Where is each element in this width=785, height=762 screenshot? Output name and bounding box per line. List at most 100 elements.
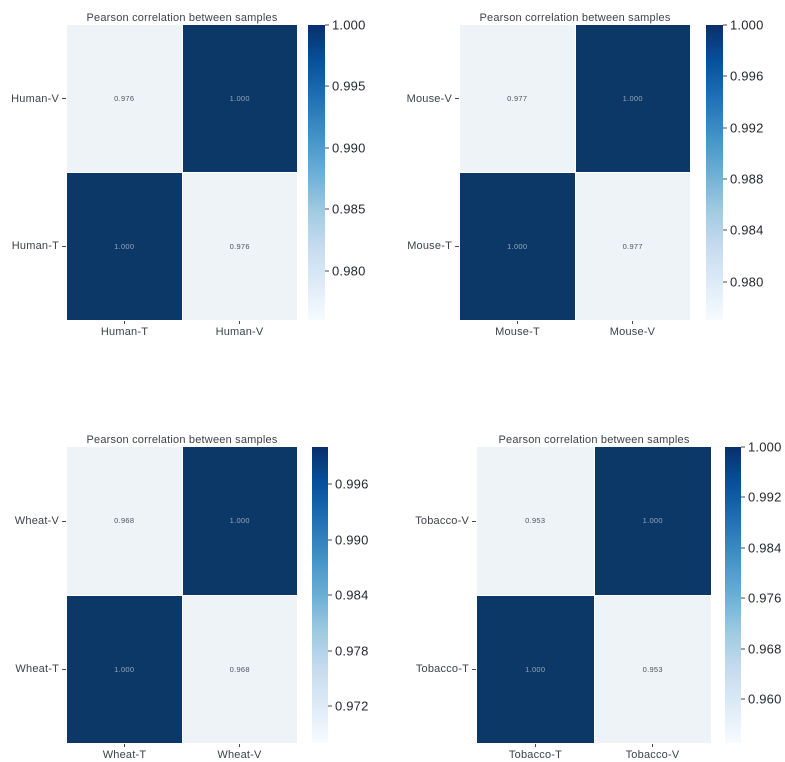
x-tick-mark	[239, 744, 240, 747]
x-axis-label-text: Tobacco-T	[508, 749, 563, 761]
colorbar-ticks: 1.000 0.996 0.992 0.988 0.984 0.980	[723, 18, 785, 320]
x-axis-label: Human-T	[67, 321, 182, 338]
colorbar-tick-label: 0.984	[748, 540, 782, 556]
colorbar-tick-mark	[723, 127, 727, 129]
colorbar-tick-label: 0.990	[335, 532, 369, 547]
heatmap-cell: 0.977	[460, 25, 575, 172]
colorbar-tick: 0.990	[328, 532, 369, 547]
y-tick-mark	[62, 98, 66, 100]
x-axis-label: Tobacco-V	[594, 744, 711, 761]
heatmap-cell: 1.000	[594, 447, 711, 595]
cell-value: 1.000	[229, 516, 250, 526]
colorbar-tick-label: 0.976	[748, 590, 782, 606]
colorbar-tick-mark	[328, 650, 332, 651]
x-tick-mark	[239, 321, 240, 324]
x-axis-label-text: Mouse-V	[609, 326, 656, 338]
colorbar-tick: 1.000	[325, 18, 366, 33]
x-axis-label-text: Human-V	[215, 326, 264, 338]
colorbar-tick: 0.985	[325, 202, 366, 217]
colorbar-tick-label: 0.968	[748, 641, 782, 657]
chart-title: Pearson correlation between samples	[86, 12, 278, 24]
colorbar-tick-mark	[325, 24, 329, 26]
chart-title: Pearson correlation between samples	[86, 434, 278, 446]
cell-value: 0.976	[114, 94, 135, 103]
colorbar-tick-label: 0.995	[332, 78, 366, 94]
colorbar-tick-label: 0.988	[730, 171, 764, 187]
colorbar-ticks: 0.996 0.990 0.984 0.978 0.972	[328, 447, 390, 743]
colorbar-tick-mark	[741, 648, 745, 650]
y-axis-label: Wheat-V	[0, 513, 66, 529]
x-tick-mark	[124, 321, 125, 324]
x-axis-label-text: Human-T	[100, 326, 149, 338]
colorbar-tick-label: 0.992	[748, 489, 782, 505]
heatmap-grid: 0.968 1.000 1.000 0.968	[67, 447, 297, 743]
y-axis-label-text: Tobacco-T	[415, 663, 469, 675]
colorbar-tick-label: 0.996	[730, 68, 764, 84]
x-axis-label-text: Wheat-V	[217, 749, 262, 761]
colorbar-tick: 0.976	[741, 591, 782, 606]
y-tick-mark	[455, 245, 459, 247]
x-axis-label: Wheat-T	[67, 744, 182, 761]
y-tick-mark	[62, 245, 66, 247]
y-axis-label-text: Wheat-V	[14, 515, 59, 527]
colorbar-tick-mark	[723, 229, 727, 231]
x-tick-mark	[124, 744, 125, 747]
cell-value: 1.000	[642, 516, 663, 526]
colorbar-tick: 0.996	[723, 69, 764, 84]
heatmap-cell: 0.953	[477, 447, 594, 595]
colorbar-tick-label: 0.996	[335, 476, 369, 492]
colorbar-tick-mark	[325, 85, 329, 87]
colorbar-tick-mark	[328, 483, 332, 485]
x-axis-label-text: Mouse-T	[495, 326, 540, 338]
y-axis-label-text: Mouse-V	[406, 92, 452, 105]
colorbar-tick: 0.980	[723, 274, 764, 289]
colorbar-tick-label: 0.990	[332, 140, 366, 156]
colorbar-tick-mark	[723, 24, 727, 26]
colorbar-tick-mark	[741, 547, 745, 549]
y-axis-label: Human-T	[0, 238, 66, 254]
colorbar-tick-mark	[328, 594, 332, 596]
colorbar-ticks: 1.000 0.995 0.990 0.985 0.980	[325, 18, 387, 320]
heatmap-cell: 1.000	[67, 595, 182, 743]
colorbar-tick-label: 0.984	[335, 587, 369, 603]
cell-value: 1.000	[114, 664, 135, 674]
y-axis-label: Mouse-V	[0, 91, 459, 107]
y-tick-mark	[62, 520, 66, 522]
y-axis-label: Tobacco-T	[0, 661, 476, 677]
y-axis-label: Tobacco-V	[0, 513, 476, 529]
heatmap-grid: 0.953 1.000 1.000 0.953	[477, 447, 711, 743]
colorbar-tick-mark	[741, 698, 745, 700]
colorbar-tick-label: 0.960	[748, 691, 782, 707]
y-tick-mark	[472, 520, 476, 522]
x-axis-label: Mouse-T	[460, 321, 575, 338]
chart-title: Pearson correlation between samples	[479, 12, 671, 24]
cell-value: 1.000	[229, 94, 250, 103]
cell-value: 0.977	[622, 242, 643, 251]
x-axis-label: Human-V	[182, 321, 297, 338]
colorbar-tick-label: 0.972	[335, 698, 369, 714]
cell-value: 0.953	[525, 516, 546, 526]
x-tick-mark	[632, 321, 633, 324]
colorbar-tick: 0.992	[723, 120, 764, 135]
y-axis-label-text: Mouse-T	[407, 240, 452, 253]
colorbar-tick-label: 0.984	[730, 222, 764, 238]
colorbar-tick-mark	[741, 446, 745, 448]
x-axis-label: Wheat-V	[182, 744, 297, 761]
colorbar-tick-label: 0.985	[332, 201, 366, 217]
colorbar-tick: 0.988	[723, 171, 764, 186]
colorbar-tick-label: 0.992	[730, 120, 764, 136]
x-tick-mark	[652, 744, 653, 747]
y-tick-mark	[455, 98, 459, 100]
heatmap-grid: 0.976 1.000 1.000 0.976	[67, 25, 297, 320]
colorbar-tick: 1.000	[741, 440, 782, 455]
colorbar-tick-label: 1.000	[730, 17, 764, 33]
y-axis-label: Human-V	[0, 91, 66, 107]
colorbar	[312, 447, 328, 743]
colorbar	[706, 25, 723, 320]
y-tick-mark	[62, 668, 66, 670]
x-tick-mark	[517, 321, 518, 324]
colorbar-tick-mark	[723, 178, 727, 180]
